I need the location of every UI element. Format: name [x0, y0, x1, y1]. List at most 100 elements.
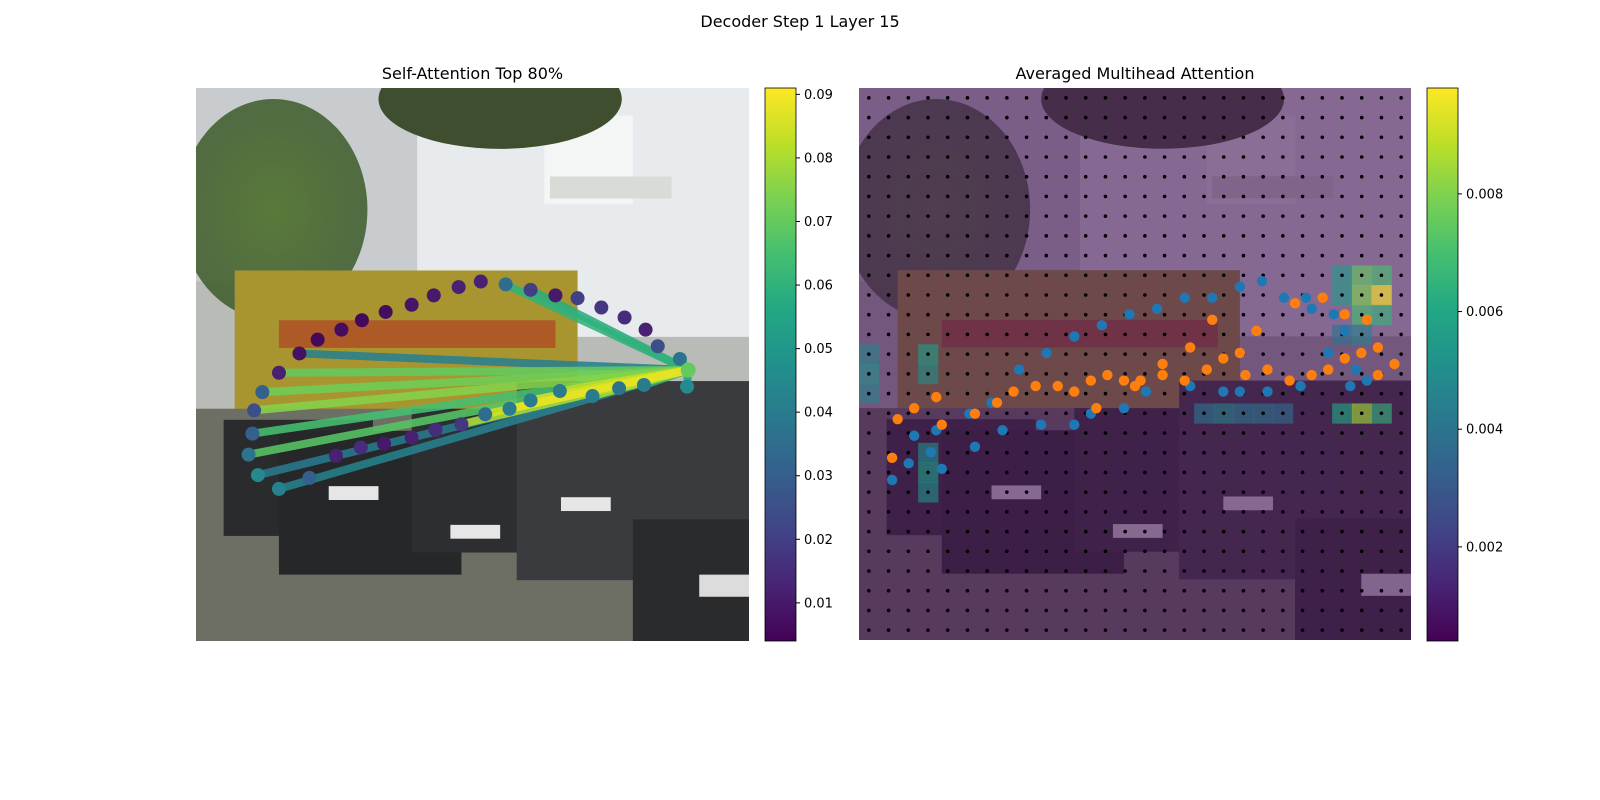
grid-dot	[906, 608, 911, 613]
attention-point	[594, 300, 609, 315]
grid-dot	[1162, 628, 1167, 632]
grid-dot	[1202, 608, 1206, 613]
attention-point	[612, 381, 627, 396]
grid-dot	[1162, 391, 1167, 396]
grid-dot	[1123, 115, 1127, 120]
grid-dot	[985, 588, 989, 593]
grid-dot	[1261, 312, 1265, 317]
grid-dot	[1123, 470, 1127, 475]
grid-dot	[1320, 411, 1325, 416]
trajectory-point	[1091, 402, 1102, 414]
grid-dot	[906, 588, 911, 593]
grid-dot	[1103, 529, 1108, 534]
grid-dot	[1281, 135, 1285, 140]
grid-dot	[1300, 194, 1305, 199]
grid-dot	[926, 174, 930, 179]
grid-dot	[867, 470, 871, 475]
grid-dot	[1103, 470, 1108, 475]
trajectory-point	[1284, 375, 1295, 386]
attention-point	[404, 430, 419, 445]
tree-top	[378, 88, 622, 149]
grid-dot	[1005, 628, 1009, 632]
grid-dot	[1241, 510, 1246, 514]
grid-dot	[1202, 174, 1206, 179]
grid-dot	[1064, 411, 1068, 416]
grid-dot	[985, 411, 989, 416]
grid-dot	[1143, 293, 1147, 297]
grid-dot	[1143, 135, 1147, 140]
grid-dot	[1044, 155, 1049, 159]
grid-dot	[985, 470, 989, 475]
grid-dot	[1083, 312, 1088, 317]
grid-dot	[1340, 490, 1344, 494]
trajectory-point	[1339, 353, 1350, 364]
grid-dot	[1379, 253, 1384, 258]
grid-dot	[1083, 391, 1088, 396]
grid-dot	[906, 115, 911, 120]
grid-dot	[886, 115, 891, 120]
grid-dot	[1064, 549, 1068, 554]
grid-dot	[1202, 135, 1206, 140]
grid-dot	[945, 194, 950, 199]
grid-dots	[867, 96, 1403, 632]
attention-points	[241, 274, 696, 496]
attention-point	[638, 322, 653, 337]
grid-dot	[985, 391, 989, 396]
grid-dot	[1300, 352, 1305, 356]
grid-dot	[1379, 174, 1384, 179]
trajectory-point	[1207, 314, 1218, 326]
grid-dot	[1162, 588, 1167, 593]
grid-dot	[867, 332, 871, 337]
grid-dot	[1359, 253, 1364, 258]
grid-dot	[1379, 214, 1384, 218]
grid-dot	[1261, 450, 1265, 455]
viridis-overlay	[859, 88, 1411, 640]
grid-dot	[1399, 352, 1403, 356]
grid-dot	[1340, 372, 1344, 376]
grid-dot	[1182, 628, 1187, 632]
grid-dot	[1359, 608, 1364, 613]
grid-dot	[1024, 569, 1029, 573]
grid-dot	[1281, 332, 1285, 337]
grid-dot	[1399, 155, 1403, 159]
grid-dot	[1143, 273, 1147, 278]
grid-dot	[1359, 549, 1364, 554]
trajectory-point	[1052, 380, 1063, 392]
grid-dot	[1103, 450, 1108, 455]
grid-dot	[1103, 549, 1108, 554]
grid-dot	[1024, 332, 1029, 337]
grid-dot	[1281, 312, 1285, 317]
attention-point	[548, 288, 563, 303]
grid-dot	[906, 253, 911, 258]
grid-dot	[906, 628, 911, 632]
grid-dot	[1005, 312, 1009, 317]
grid-dot	[965, 174, 970, 179]
grid-dot	[1241, 450, 1246, 455]
grid-dot	[985, 549, 989, 554]
trajectory-point	[1278, 292, 1290, 303]
grid-dot	[1320, 529, 1325, 534]
grid-dot	[1064, 391, 1068, 396]
grid-dot	[1103, 608, 1108, 613]
grid-dot	[1064, 431, 1068, 435]
grid-dot	[1024, 115, 1029, 120]
attention-point	[617, 310, 632, 325]
grid-dot	[1340, 234, 1344, 238]
grid-dot	[1359, 450, 1364, 455]
grid-dot	[1162, 253, 1167, 258]
grid-dot	[1340, 411, 1344, 416]
grid-dot	[985, 608, 989, 613]
grid-dot	[1024, 273, 1029, 278]
grid-dot	[1300, 529, 1305, 534]
grid-dot	[1202, 352, 1206, 356]
grid-dot	[945, 510, 950, 514]
grid-dot	[1202, 450, 1206, 455]
grid-dot	[886, 529, 891, 534]
grid-dot	[1162, 234, 1167, 238]
trajectory-point	[1361, 375, 1373, 386]
grid-dot	[1143, 115, 1147, 120]
grid-dot	[1064, 332, 1068, 337]
grid-dot	[1083, 115, 1088, 120]
grid-dot	[1044, 194, 1049, 199]
trajectory-point	[936, 463, 947, 475]
